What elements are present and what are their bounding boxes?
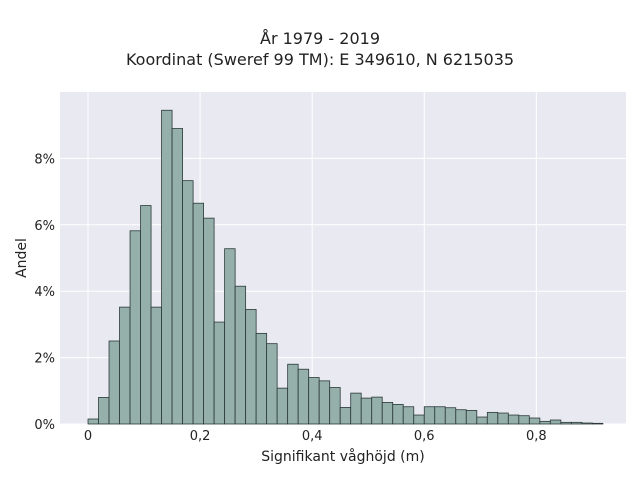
histogram-bar	[381, 402, 394, 425]
histogram-bar	[539, 420, 551, 425]
histogram-bar	[560, 421, 572, 425]
histogram-bar	[360, 397, 373, 425]
histogram-bar	[171, 128, 183, 425]
histogram-bar	[224, 248, 236, 425]
histogram-bar	[318, 380, 331, 425]
histogram-bar	[444, 407, 457, 425]
histogram-bar	[98, 397, 110, 425]
histogram-bar	[329, 387, 341, 425]
x-tick-label: 0,8	[526, 429, 547, 444]
histogram-bar	[129, 230, 141, 425]
histogram-bar	[476, 416, 488, 425]
histogram-bar	[161, 109, 173, 425]
chart-title: År 1979 - 2019	[260, 29, 380, 48]
x-axis-label: Signifikant våghöjd (m)	[261, 448, 424, 465]
histogram-bar	[570, 421, 583, 425]
x-tick-label: 0,6	[414, 429, 435, 444]
histogram-bar	[350, 392, 362, 425]
histogram-bar	[423, 406, 436, 425]
histogram-bar	[339, 406, 352, 425]
histogram-bar	[434, 406, 446, 425]
histogram-bar	[413, 414, 425, 425]
histogram-bar	[119, 306, 131, 425]
histogram-bar	[276, 387, 289, 425]
y-axis-ticks: 0% 2% 4% 6% 8%	[34, 152, 55, 433]
y-tick-label: 6%	[34, 219, 55, 234]
x-axis-ticks: 0 0,2 0,4 0,6 0,8	[84, 429, 547, 444]
histogram-bar	[465, 409, 478, 425]
histogram-bar	[182, 180, 194, 425]
x-tick-label: 0,4	[302, 429, 323, 444]
histogram-bar	[255, 332, 268, 425]
chart-subtitle: Koordinat (Sweref 99 TM): E 349610, N 62…	[125, 50, 515, 69]
histogram-bar	[297, 368, 310, 425]
histogram-bar	[234, 285, 247, 425]
histogram-bar	[497, 412, 509, 425]
histogram-bar	[486, 411, 499, 425]
y-tick-label: 0%	[34, 418, 55, 433]
histogram-bar	[266, 343, 278, 425]
x-tick-label: 0,2	[190, 429, 211, 444]
histogram-bars	[87, 109, 604, 425]
x-tick-label: 0	[84, 429, 92, 444]
histogram-bar	[87, 418, 99, 425]
y-axis-label: Andel	[14, 238, 30, 278]
histogram-bar	[308, 377, 320, 425]
histogram-bar	[192, 202, 205, 425]
y-tick-label: 4%	[34, 285, 55, 300]
histogram-bar	[108, 340, 120, 425]
y-tick-label: 2%	[34, 352, 55, 367]
histogram-bar	[203, 217, 215, 425]
histogram-bar	[549, 419, 562, 425]
histogram-bar	[455, 409, 467, 425]
histogram-bar	[518, 415, 530, 425]
histogram-bar	[287, 363, 299, 425]
histogram-bar	[245, 309, 257, 425]
histogram-bar	[371, 396, 383, 425]
histogram-bar	[528, 417, 541, 425]
histogram-bar	[591, 422, 604, 425]
histogram-bar	[402, 406, 415, 425]
histogram-bar	[581, 422, 593, 425]
histogram-bar	[150, 306, 162, 425]
histogram-bar	[140, 205, 152, 425]
histogram-bar	[507, 414, 520, 425]
histogram-bar	[392, 404, 404, 425]
histogram-bar	[213, 321, 226, 425]
y-tick-label: 8%	[34, 152, 55, 167]
